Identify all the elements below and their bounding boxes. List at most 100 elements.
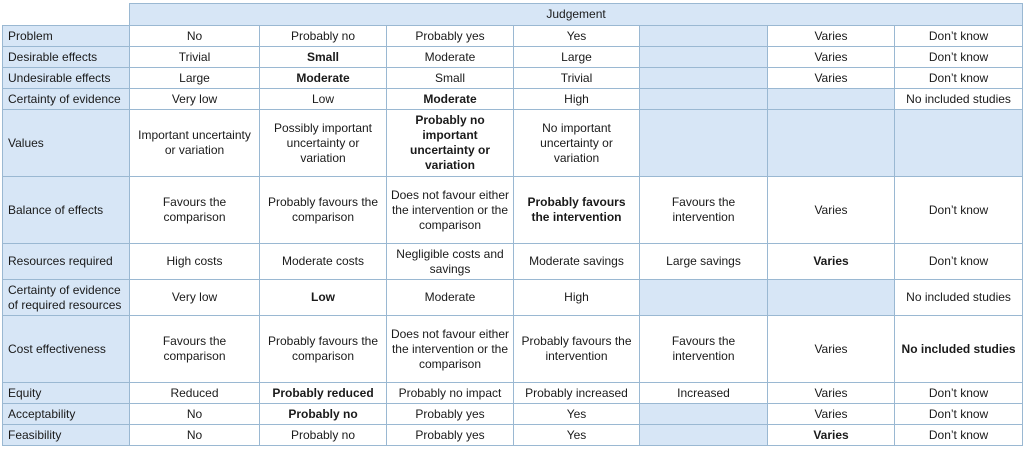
judgement-cell: Low [259, 279, 387, 316]
table-row: Values Important uncertainty or variation… [2, 109, 1024, 177]
judgement-cell: Varies [767, 403, 895, 425]
judgement-cell: High [513, 88, 640, 110]
empty-cell [767, 279, 895, 316]
criterion-label: Undesirable effects [2, 67, 130, 89]
judgement-cell: Favours the intervention [639, 315, 768, 383]
judgement-cell: Moderate [259, 67, 387, 89]
criterion-label: Certainty of evidence [2, 88, 130, 110]
judgement-cell: Probably favours the intervention [513, 315, 640, 383]
judgement-cell: Yes [513, 25, 640, 47]
table-body: Judgement Problem No Probably no Probably y… [2, 3, 1024, 446]
empty-cell [639, 279, 768, 316]
empty-cell [893, 109, 1024, 177]
judgement-cell: Don’t know [893, 424, 1024, 446]
table-row: Balance of effects Favours the comparison… [2, 176, 1024, 244]
judgement-cell: Trivial [129, 46, 260, 68]
judgement-cell: Large savings [639, 243, 768, 280]
corner-cell [2, 3, 130, 26]
judgement-cell: Probably favours the comparison [259, 176, 387, 244]
empty-cell [639, 67, 768, 89]
judgement-cell: Varies [767, 46, 895, 68]
judgement-cell: Probably yes [386, 424, 514, 446]
judgement-cell: Don’t know [893, 25, 1024, 47]
judgement-cell: Probably no [259, 25, 387, 47]
judgement-cell: No [129, 424, 260, 446]
judgement-cell: Does not favour either the intervention … [386, 176, 514, 244]
table-row: Problem No Probably no Probably yes Yes Varie… [2, 25, 1024, 47]
table-row: Desirable effects Trivial Small Moderate Lar… [2, 46, 1024, 68]
criterion-label: Feasibility [2, 424, 130, 446]
judgement-cell: No important uncertainty or variation [513, 109, 640, 177]
judgement-cell: Varies [767, 424, 895, 446]
empty-cell [639, 88, 768, 110]
judgement-cell: Negligible costs and savings [386, 243, 514, 280]
judgement-cell: Moderate costs [259, 243, 387, 280]
judgement-cell: Increased [639, 382, 768, 404]
judgement-table: Judgement Problem No Probably no Probably y… [2, 3, 1024, 446]
empty-cell [639, 109, 768, 177]
table-row: Cost effectiveness Favours the comparison… [2, 315, 1024, 383]
judgement-cell: Probably no [259, 403, 387, 425]
criterion-label: Problem [2, 25, 130, 47]
judgement-cell: Probably favours the intervention [513, 176, 640, 244]
judgement-cell: Favours the comparison [129, 176, 260, 244]
judgement-cell: Varies [767, 315, 895, 383]
header-row: Judgement [2, 3, 1024, 26]
judgement-cell: Important uncertainty or variation [129, 109, 260, 177]
empty-cell [639, 403, 768, 425]
judgement-cell: Don’t know [893, 46, 1024, 68]
judgement-cell: Very low [129, 88, 260, 110]
table-row: Certainty of evidence Very low Low Moderate… [2, 88, 1024, 110]
judgement-cell: Yes [513, 424, 640, 446]
judgement-cell: Don’t know [893, 176, 1024, 244]
judgement-cell: High [513, 279, 640, 316]
judgement-cell: No [129, 25, 260, 47]
judgement-cell: Don’t know [893, 382, 1024, 404]
judgement-cell: Varies [767, 67, 895, 89]
table-row: Acceptability No Probably no Probably yes Ye… [2, 403, 1024, 425]
judgement-cell: Varies [767, 243, 895, 280]
judgement-cell: Probably no impact [386, 382, 514, 404]
judgement-cell: Don’t know [893, 67, 1024, 89]
judgement-cell: Varies [767, 382, 895, 404]
judgement-cell: Low [259, 88, 387, 110]
judgement-cell: Yes [513, 403, 640, 425]
judgement-header: Judgement [128, 3, 1024, 26]
judgement-cell: Trivial [513, 67, 640, 89]
judgement-cell: No included studies [893, 279, 1024, 316]
judgement-cell: Reduced [129, 382, 260, 404]
judgement-cell: Large [513, 46, 640, 68]
criterion-label: Certainty of evidence of required resour… [2, 279, 130, 316]
judgement-cell: Probably favours the comparison [259, 315, 387, 383]
empty-cell [639, 25, 768, 47]
judgement-cell: Does not favour either the intervention … [386, 315, 514, 383]
table-row: Resources required High costs Moderate cos… [2, 243, 1024, 280]
judgement-cell: Small [259, 46, 387, 68]
judgement-cell: Possibly important uncertainty or variat… [259, 109, 387, 177]
judgement-cell: No [129, 403, 260, 425]
judgement-cell: Probably increased [513, 382, 640, 404]
judgement-cell: Varies [767, 176, 895, 244]
judgement-cell: Probably yes [386, 403, 514, 425]
judgement-cell: Favours the comparison [129, 315, 260, 383]
judgement-cell: Probably no important uncertainty or var… [386, 109, 514, 177]
criterion-label: Desirable effects [2, 46, 130, 68]
criterion-label: Equity [2, 382, 130, 404]
judgement-cell: No included studies [893, 88, 1024, 110]
judgement-cell: Moderate [386, 46, 514, 68]
judgement-cell: Very low [129, 279, 260, 316]
table-row: Undesirable effects Large Moderate Small Tri… [2, 67, 1024, 89]
judgement-cell: Probably reduced [259, 382, 387, 404]
judgement-cell: Varies [767, 25, 895, 47]
empty-cell [639, 424, 768, 446]
table-row: Equity Reduced Probably reduced Probably no… [2, 382, 1024, 404]
judgement-cell: No included studies [893, 315, 1024, 383]
judgement-cell: High costs [129, 243, 260, 280]
judgement-cell: Don’t know [893, 243, 1024, 280]
empty-cell [639, 46, 768, 68]
judgement-cell: Probably yes [386, 25, 514, 47]
empty-cell [767, 88, 895, 110]
judgement-cell: Moderate [386, 88, 514, 110]
judgement-cell: Large [129, 67, 260, 89]
judgement-cell: Moderate savings [513, 243, 640, 280]
